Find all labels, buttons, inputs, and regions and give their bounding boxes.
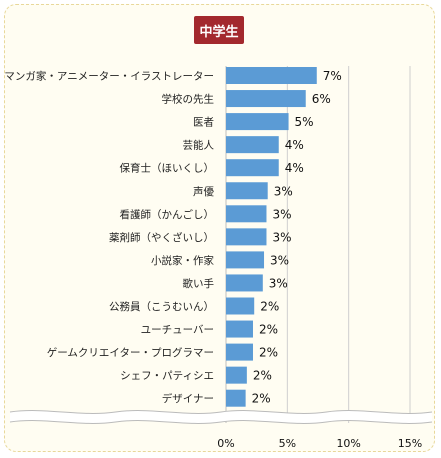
value-label: 2%	[259, 323, 278, 337]
bar	[226, 67, 317, 84]
category-label: 声優	[193, 185, 214, 198]
value-label: 2%	[253, 369, 272, 383]
bar	[226, 366, 247, 384]
bar	[226, 228, 267, 246]
bar	[226, 343, 253, 361]
value-label: 2%	[252, 392, 271, 406]
axis-break-band	[10, 410, 432, 424]
category-label: ユーチューバー	[141, 324, 214, 336]
bar	[226, 159, 279, 177]
category-label: 薬剤師（やくざいし）	[109, 231, 214, 244]
bar	[226, 274, 263, 292]
bar	[226, 251, 265, 269]
bar	[226, 205, 267, 223]
x-tick-label: 5%	[279, 437, 296, 450]
x-tick-label: 0%	[217, 437, 234, 450]
x-tick-label: 10%	[336, 437, 360, 450]
value-label: 3%	[274, 184, 293, 198]
bar	[226, 320, 253, 338]
value-label: 2%	[260, 300, 279, 314]
category-label: 学校の先生	[162, 93, 215, 106]
category-label: デザイナー	[162, 392, 214, 405]
value-label: 4%	[285, 138, 304, 152]
bar	[226, 90, 306, 108]
category-label: 看護師（かんごし）	[120, 208, 215, 221]
category-label: 歌い手	[183, 277, 215, 290]
category-label: 医者	[193, 117, 214, 129]
value-label: 3%	[270, 253, 289, 267]
bar	[226, 389, 246, 407]
chart-frame	[4, 4, 435, 452]
category-label: 公務員（こうむいん）	[109, 300, 214, 313]
category-label: マンガ家・アニメーター・イラストレーター	[4, 70, 214, 83]
value-label: 3%	[272, 207, 291, 221]
value-label: 5%	[295, 115, 314, 129]
category-label: 芸能人	[183, 139, 215, 152]
value-label: 3%	[269, 276, 288, 290]
chart-title-badge: 中学生	[194, 16, 244, 44]
value-label: 3%	[272, 230, 291, 244]
value-label: 7%	[323, 69, 342, 83]
category-label: シェフ・パティシエ	[120, 370, 214, 382]
x-tick-label: 15%	[398, 437, 422, 450]
value-label: 6%	[312, 92, 331, 106]
bar	[226, 113, 289, 131]
value-label: 4%	[285, 161, 304, 175]
axis-break-line	[9, 410, 433, 414]
bar	[226, 136, 279, 154]
category-label: ゲームクリエイター・プログラマー	[47, 346, 214, 359]
bar	[226, 297, 255, 315]
axis-break-line	[9, 420, 433, 424]
category-label: 保育士（ほいくし）	[120, 162, 215, 175]
value-label: 2%	[259, 346, 278, 360]
category-label: 小説家・作家	[151, 254, 214, 267]
bar	[226, 182, 268, 200]
